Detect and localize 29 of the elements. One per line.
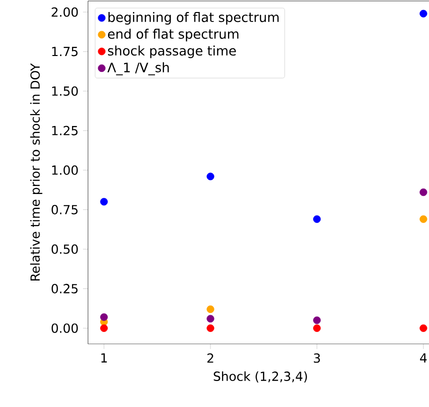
- point: [206, 324, 214, 332]
- y-tick-label: 1.50: [52, 86, 78, 96]
- point: [100, 198, 108, 206]
- x-tick-label: 4: [420, 353, 427, 362]
- y-tick-label: 0.50: [52, 244, 78, 254]
- point: [313, 324, 321, 332]
- y-tick-label: 0.75: [52, 204, 78, 214]
- point: [313, 215, 321, 223]
- legend-label: Λ_1 /V_sh: [107, 62, 169, 76]
- legend-label: end of flat spectrum: [108, 28, 238, 42]
- point: [206, 314, 214, 322]
- point: [100, 324, 108, 332]
- y-tick-label: 0.25: [52, 284, 78, 294]
- y-tick-label: 1.00: [52, 165, 78, 175]
- point: [206, 172, 214, 180]
- x-tick-label: 3: [314, 353, 320, 363]
- legend-label: beginning of flat spectrum: [108, 12, 279, 25]
- point: [206, 305, 214, 314]
- y-tick-label: 0.00: [52, 323, 78, 333]
- point: [313, 316, 321, 324]
- point: [100, 313, 108, 321]
- legend-label: shock passage time: [108, 46, 236, 58]
- x-tick-label: 2: [207, 353, 214, 363]
- y-axis-title: Relative time prior to shock in DOY: [30, 63, 42, 280]
- y-tick-label: 2.00: [52, 7, 78, 17]
- x-tick-label: 1: [101, 353, 107, 362]
- x-axis-title: Shock (1,2,3,4): [214, 371, 307, 382]
- y-tick-label: 1.25: [52, 126, 78, 136]
- y-tick-label: 1.75: [52, 46, 78, 56]
